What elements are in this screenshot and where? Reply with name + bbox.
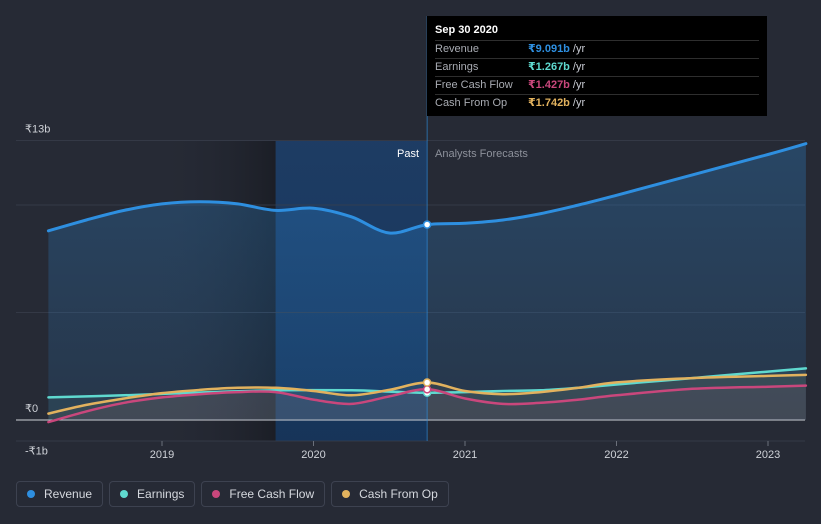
x-tick-label: 2019 <box>150 449 174 461</box>
legend-label: Cash From Op <box>359 487 438 501</box>
tooltip-unit: /yr <box>572 97 586 109</box>
forecast-label: Analysts Forecasts <box>435 148 528 160</box>
y-tick-label: ₹13b <box>25 124 50 136</box>
past-label: Past <box>397 148 419 160</box>
legend-dot-icon <box>27 490 35 498</box>
legend-dot-icon <box>120 490 129 498</box>
legend: Revenue Earnings Free Cash Flow Cash Fro… <box>16 481 449 507</box>
tooltip-label: Revenue <box>435 43 480 55</box>
tooltip-unit: /yr <box>572 61 586 73</box>
tooltip-label: Free Cash Flow <box>435 79 513 91</box>
legend-dot-icon <box>212 490 221 498</box>
cfo-marker <box>422 378 432 387</box>
tooltip-row-cfo: Cash From Op ₹1.742b /yr <box>435 94 759 112</box>
y-tick-label: ₹0 <box>25 403 38 415</box>
y-tick-label: -₹1b <box>25 446 48 458</box>
x-tick-label: 2020 <box>301 449 325 461</box>
tooltip-label: Cash From Op <box>435 97 508 109</box>
tooltip-label: Earnings <box>435 61 479 73</box>
legend-dot-icon <box>342 490 351 498</box>
tooltip-value: ₹1.427b <box>528 79 570 91</box>
revenue-marker <box>422 220 432 229</box>
legend-item-cfo[interactable]: Cash From Op <box>331 481 449 507</box>
legend-label: Earnings <box>137 487 185 501</box>
legend-label: Revenue <box>44 487 93 501</box>
tooltip-row-revenue: Revenue ₹9.091b /yr <box>435 40 759 58</box>
legend-item-earnings[interactable]: Earnings <box>109 481 196 507</box>
x-tick-label: 2023 <box>756 449 780 461</box>
tooltip-value: ₹1.742b <box>528 97 570 109</box>
tooltip-row-fcf: Free Cash Flow ₹1.427b /yr <box>435 76 759 94</box>
fcf-marker <box>422 385 432 394</box>
tooltip-value: ₹1.267b <box>528 61 570 73</box>
tooltip-row-earnings: Earnings ₹1.267b /yr <box>435 58 759 76</box>
legend-item-fcf[interactable]: Free Cash Flow <box>201 481 326 507</box>
revenue-line <box>46 142 808 235</box>
tooltip-unit: /yr <box>572 79 586 91</box>
cfo-line <box>47 373 808 415</box>
x-tick-label: 2022 <box>604 449 628 461</box>
fcf-line <box>47 384 808 424</box>
tooltip: Sep 30 2020 Revenue ₹9.091b /yr Earnings… <box>427 16 767 116</box>
tooltip-value: ₹9.091b <box>528 43 570 55</box>
tooltip-date: Sep 30 2020 <box>435 24 498 36</box>
legend-label: Free Cash Flow <box>229 487 315 501</box>
legend-item-revenue[interactable]: Revenue <box>16 481 104 507</box>
x-tick-label: 2021 <box>453 449 477 461</box>
tooltip-unit: /yr <box>572 43 586 55</box>
